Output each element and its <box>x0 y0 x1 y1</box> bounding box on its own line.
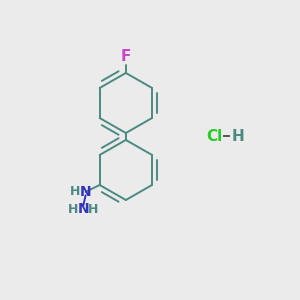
Text: H: H <box>88 203 98 216</box>
Text: N: N <box>77 202 89 216</box>
Text: H: H <box>68 203 78 216</box>
Text: H: H <box>231 129 244 144</box>
Text: Cl: Cl <box>206 129 222 144</box>
Text: F: F <box>121 49 131 64</box>
Text: N: N <box>80 185 92 199</box>
Text: H: H <box>70 185 80 198</box>
